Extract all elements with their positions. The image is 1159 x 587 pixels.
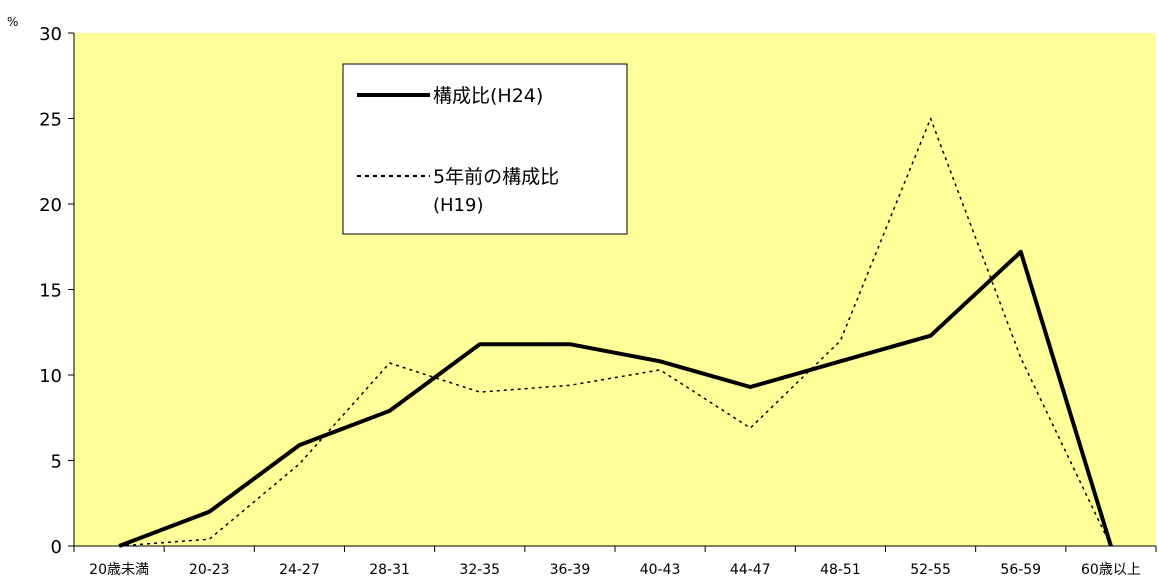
y-tick-label: 15 [39,281,62,302]
x-tick-label: 40-43 [640,562,681,578]
x-tick-label: 36-39 [550,562,591,578]
x-tick-label: 52-55 [910,562,951,578]
x-tick-label: 48-51 [820,562,861,578]
series-line-h19 [119,117,1112,547]
x-tick-label: 56-59 [1000,562,1041,578]
x-tick-label: 44-47 [730,562,771,578]
y-tick-label: 20 [39,195,62,216]
x-tick-label: 20-23 [189,562,230,578]
series-line-h24 [118,249,1113,548]
legend-label-h24: 構成比(H24) [433,85,543,107]
x-tick-label: 60歳以上 [1081,562,1141,578]
y-tick-label: 10 [39,366,62,387]
y-tick-label: 25 [39,110,62,131]
legend-label-h19: 5年前の構成比 [433,166,559,188]
x-tick-label: 20歳未満 [89,562,149,578]
y-tick-label: 30 [39,24,62,45]
x-tick-label: 24-27 [279,562,320,578]
legend-box [342,63,628,235]
y-tick-label: 0 [51,537,62,558]
legend-label-h19-sub: (H19) [433,195,483,216]
y-tick-label: 5 [51,452,62,473]
x-tick-label: 32-35 [459,562,500,578]
x-tick-label: 28-31 [369,562,410,578]
y-axis-unit-label: % [7,15,18,29]
